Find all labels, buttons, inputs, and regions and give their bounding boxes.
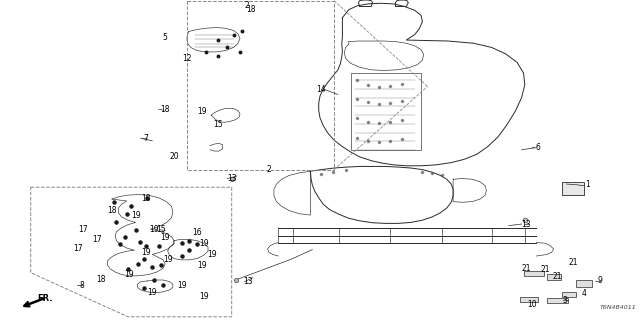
Text: 2: 2 (244, 1, 250, 10)
Text: 17: 17 (73, 244, 83, 253)
Text: 21: 21 (522, 264, 531, 273)
Bar (576, 280, 592, 287)
Text: 19: 19 (147, 288, 157, 297)
Bar (547, 298, 568, 303)
Text: 1: 1 (585, 180, 590, 189)
Text: 8: 8 (79, 281, 84, 290)
Bar (547, 274, 561, 280)
Text: 18: 18 (97, 275, 106, 284)
Text: 15: 15 (156, 225, 166, 234)
Text: 18: 18 (108, 206, 116, 215)
Text: 19: 19 (163, 255, 173, 264)
Bar (562, 292, 576, 297)
Text: 17: 17 (78, 225, 88, 234)
Text: 19: 19 (131, 211, 141, 220)
Bar (524, 271, 544, 276)
Text: 18: 18 (246, 4, 255, 13)
Text: 2: 2 (266, 165, 271, 174)
Text: 12: 12 (182, 54, 191, 63)
Bar (351, 73, 421, 150)
Text: 19: 19 (198, 239, 209, 248)
Text: 17: 17 (92, 235, 102, 244)
Text: 19: 19 (141, 248, 151, 257)
Bar (520, 297, 538, 302)
Text: 13: 13 (521, 220, 531, 229)
Text: 19: 19 (160, 233, 170, 242)
Text: 7: 7 (143, 134, 148, 143)
Text: 19: 19 (207, 250, 218, 259)
Text: 5: 5 (163, 33, 168, 42)
Text: FR.: FR. (37, 294, 52, 303)
Text: 21: 21 (552, 272, 561, 281)
Text: 4: 4 (581, 289, 586, 298)
Text: 18: 18 (161, 105, 170, 114)
Text: 19: 19 (197, 107, 207, 116)
Text: 19: 19 (198, 292, 209, 300)
Text: 6: 6 (535, 143, 540, 152)
Text: 3: 3 (562, 296, 567, 305)
Text: 19: 19 (124, 270, 134, 279)
Text: 21: 21 (541, 265, 550, 274)
Text: 13: 13 (243, 277, 253, 286)
Text: 15: 15 (212, 120, 223, 129)
Text: 16: 16 (192, 228, 202, 237)
Text: 19: 19 (148, 225, 159, 234)
Text: 13: 13 (227, 174, 237, 183)
Text: 19: 19 (177, 281, 188, 290)
Text: 19: 19 (196, 261, 207, 270)
Text: 20: 20 (169, 152, 179, 161)
Text: 18: 18 (141, 194, 150, 203)
Text: 10: 10 (527, 300, 538, 309)
Bar (187, 1, 334, 170)
Bar (562, 182, 584, 195)
Text: 9: 9 (598, 276, 603, 285)
Text: T6N4B4011: T6N4B4011 (600, 305, 637, 310)
Text: 21: 21 (568, 258, 577, 267)
Text: 14: 14 (316, 84, 326, 93)
